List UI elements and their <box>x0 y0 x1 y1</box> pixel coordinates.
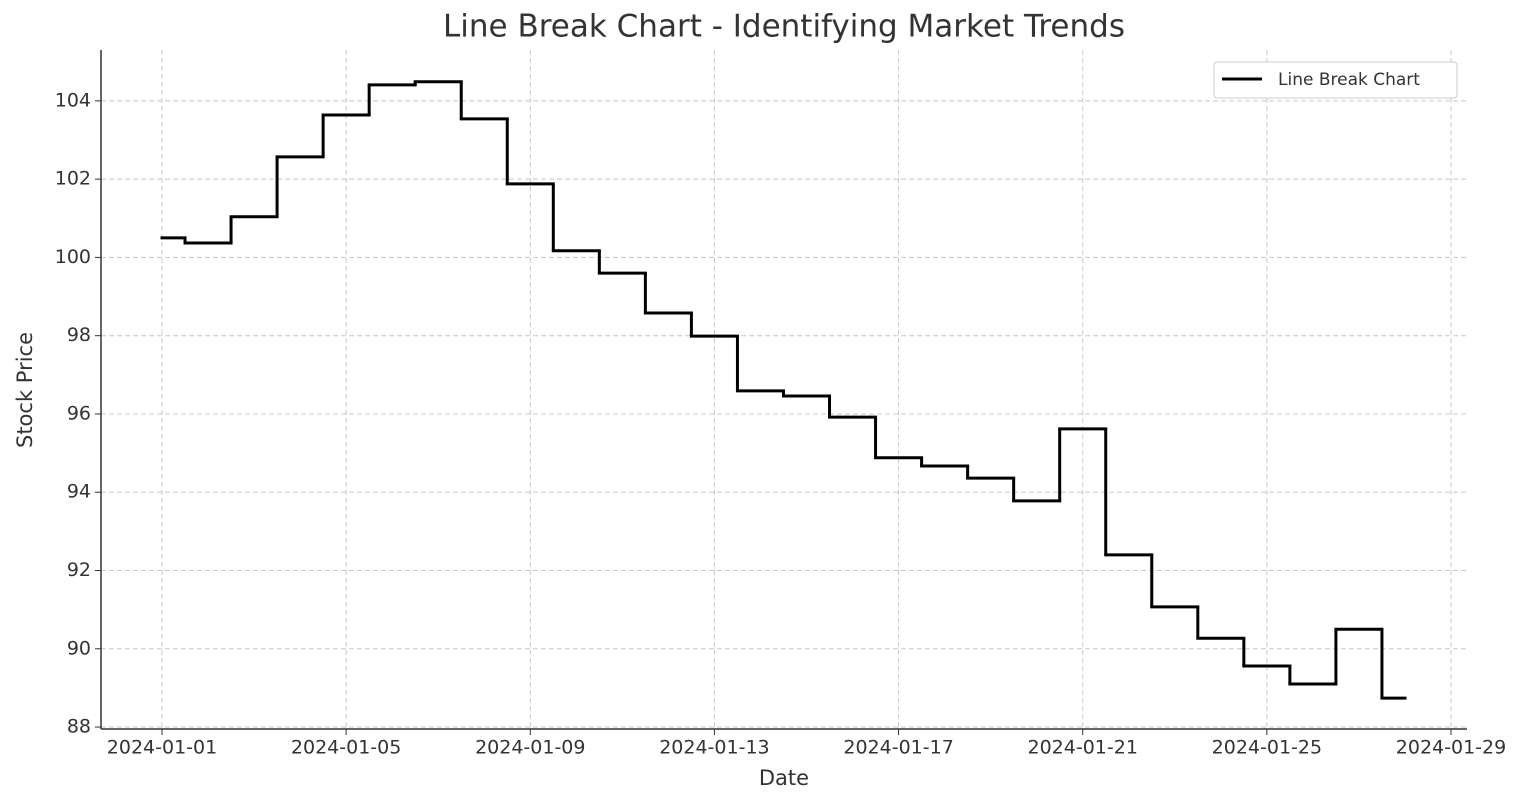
x-tick-label: 2024-01-17 <box>843 737 953 759</box>
y-tick-label: 102 <box>55 168 91 190</box>
y-axis-label: Stock Price <box>13 332 37 448</box>
x-tick-label: 2024-01-21 <box>1028 737 1138 759</box>
x-tick-label: 2024-01-09 <box>475 737 585 759</box>
x-tick-label: 2024-01-05 <box>291 737 401 759</box>
y-tick-label: 100 <box>55 246 91 268</box>
y-tick-label: 88 <box>67 716 91 738</box>
x-tick-label: 2024-01-01 <box>107 737 217 759</box>
y-tick-label: 96 <box>67 402 91 424</box>
y-tick-label: 90 <box>67 637 91 659</box>
y-tick-label: 98 <box>67 324 91 346</box>
y-tick-label: 104 <box>55 89 91 111</box>
x-tick-label: 2024-01-25 <box>1212 737 1322 759</box>
x-axis-label: Date <box>759 766 809 790</box>
x-tick-label: 2024-01-13 <box>659 737 769 759</box>
chart-title: Line Break Chart - Identifying Market Tr… <box>443 9 1125 45</box>
y-tick-label: 94 <box>67 481 91 503</box>
legend-label: Line Break Chart <box>1278 70 1420 90</box>
x-tick-label: 2024-01-29 <box>1396 737 1506 759</box>
y-tick-label: 92 <box>67 559 91 581</box>
legend-box <box>1213 61 1458 99</box>
